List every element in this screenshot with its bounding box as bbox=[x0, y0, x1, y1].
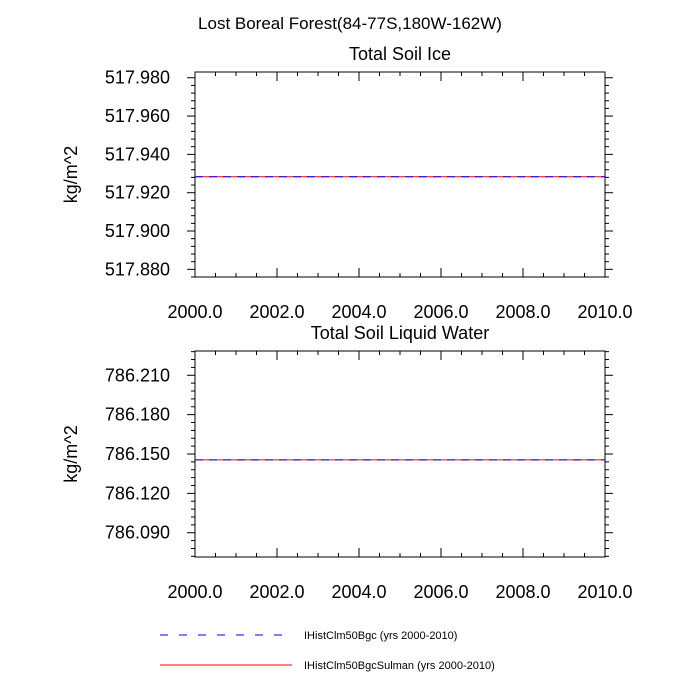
panel-1-y-tick-label: 517.900 bbox=[105, 221, 170, 241]
panel-1-x-tick-label: 2002.0 bbox=[249, 302, 304, 322]
legend-label-ihistclm50bgc: IHistClm50Bgc (yrs 2000-2010) bbox=[304, 630, 457, 642]
panel-1-x-tick-label: 2004.0 bbox=[331, 302, 386, 322]
panel-1-y-tick-label: 517.920 bbox=[105, 183, 170, 203]
panel-2-y-tick-label: 786.210 bbox=[105, 365, 170, 385]
panel-1-y-axis-label: kg/m^2 bbox=[61, 146, 81, 203]
panel-1-y-tick-label: 517.880 bbox=[105, 259, 170, 279]
panel-1-title: Total Soil Ice bbox=[349, 44, 451, 64]
panel-2-x-tick-label: 2004.0 bbox=[331, 582, 386, 602]
panel-1-x-tick-label: 2000.0 bbox=[167, 302, 222, 322]
panel-1-x-tick-label: 2010.0 bbox=[577, 302, 632, 322]
panel-2-x-tick-label: 2010.0 bbox=[577, 582, 632, 602]
panel-1-y-tick-label: 517.960 bbox=[105, 106, 170, 126]
panel-total-soil-liquid-water: Total Soil Liquid Water kg/m^2 2000.0 2002.… bbox=[61, 323, 633, 602]
figure-title: Lost Boreal Forest(84-77S,180W-162W) bbox=[198, 14, 502, 33]
panel-2-x-tick-label: 2008.0 bbox=[495, 582, 550, 602]
legend: IHistClm50Bgc (yrs 2000-2010) IHistClm50… bbox=[160, 630, 495, 672]
panel-1-plot-frame bbox=[194, 71, 606, 278]
panel-2-x-tick-label: 2006.0 bbox=[413, 582, 468, 602]
panel-1-x-tick-label: 2008.0 bbox=[495, 302, 550, 322]
legend-label-ihistclm50bgcsulman: IHistClm50BgcSulman (yrs 2000-2010) bbox=[304, 660, 495, 672]
panel-2-y-tick-label: 786.090 bbox=[105, 523, 170, 543]
panel-2-title: Total Soil Liquid Water bbox=[311, 323, 489, 343]
panel-1-y-tick-label: 517.980 bbox=[105, 68, 170, 88]
panel-2-y-tick-label: 786.180 bbox=[105, 405, 170, 425]
panel-2-y-tick-label: 786.120 bbox=[105, 483, 170, 503]
panel-total-soil-ice: Total Soil Ice kg/m^2 2000.0 2002.0 2004.0 20… bbox=[61, 44, 633, 322]
panel-2-x-tick-label: 2000.0 bbox=[167, 582, 222, 602]
panel-2-x-tick-label: 2002.0 bbox=[249, 582, 304, 602]
panel-1-y-tick-label: 517.940 bbox=[105, 144, 170, 164]
panel-2-y-axis-label: kg/m^2 bbox=[61, 425, 81, 482]
panel-1-x-tick-label: 2006.0 bbox=[413, 302, 468, 322]
panel-2-y-tick-label: 786.150 bbox=[105, 444, 170, 464]
panel-2-plot-frame bbox=[194, 350, 606, 558]
